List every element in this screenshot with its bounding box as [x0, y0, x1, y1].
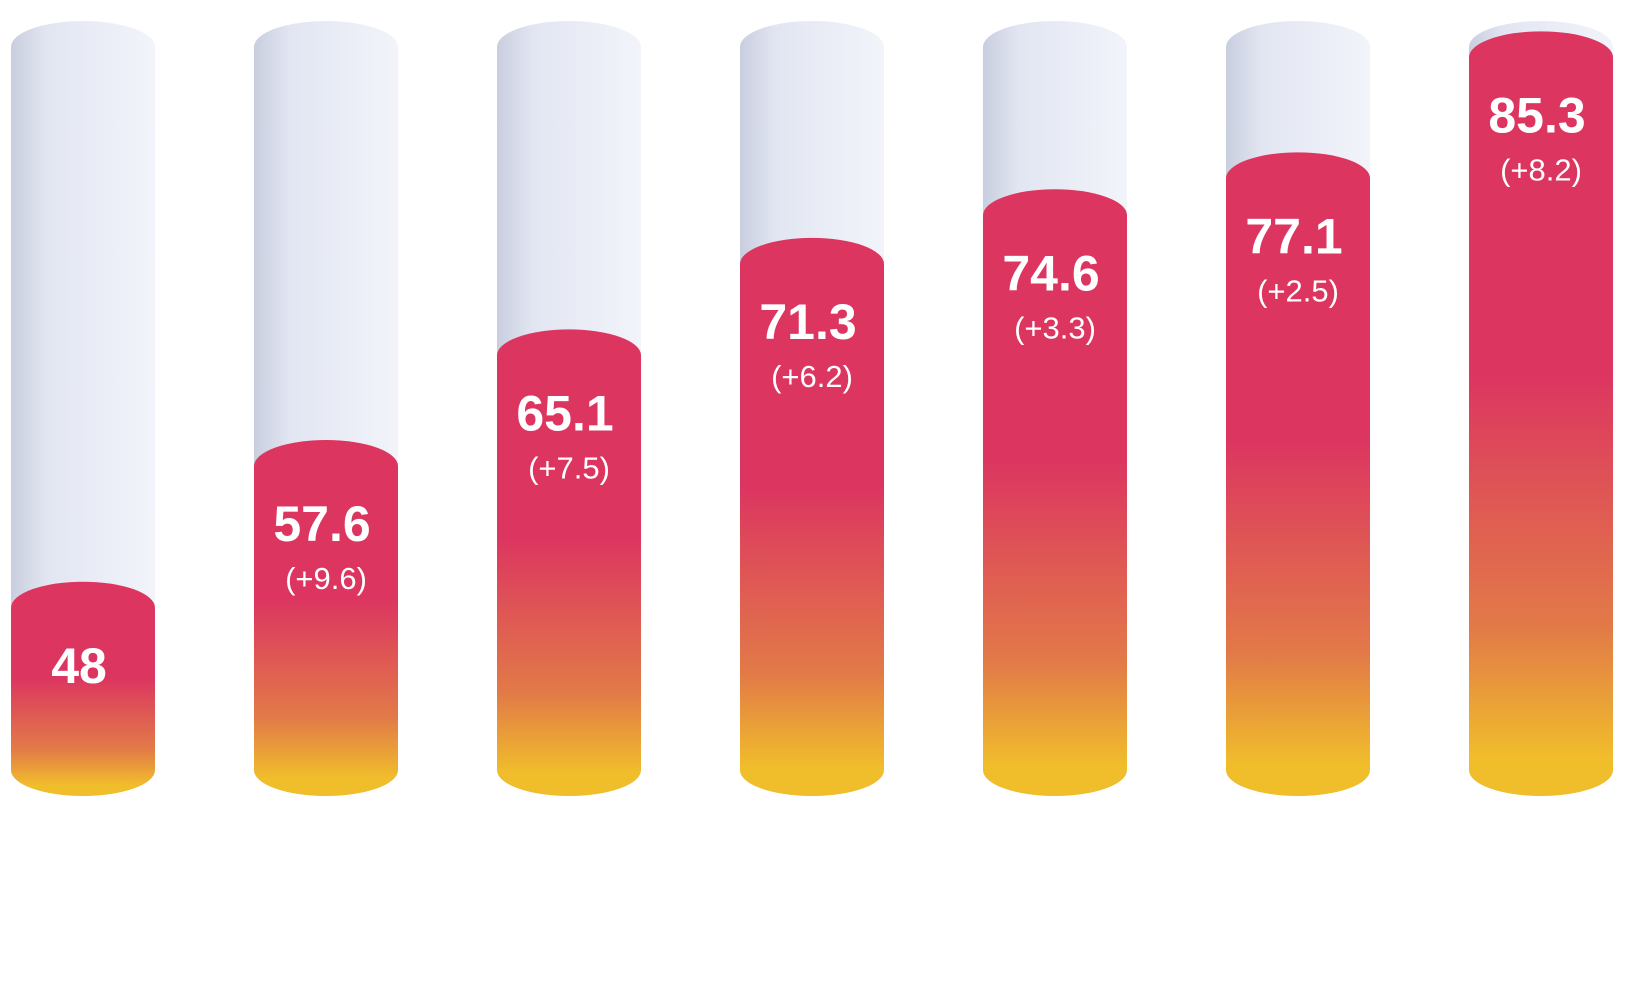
bar	[983, 189, 1127, 797]
change-label: (+3.3)	[1014, 310, 1096, 345]
value-label: 74.6	[1002, 245, 1099, 301]
value-label: 48	[51, 638, 107, 694]
value-label: 85.3	[1488, 88, 1585, 144]
bar	[1469, 31, 1613, 797]
change-label: (+7.5)	[528, 451, 610, 486]
value-label: 77.1	[1245, 209, 1342, 265]
bar	[497, 329, 641, 796]
change-label: (+6.2)	[771, 359, 853, 394]
value-label: 57.6	[273, 496, 370, 552]
value-label: 65.1	[516, 386, 613, 442]
change-label: (+2.5)	[1257, 274, 1339, 309]
change-label: (+8.2)	[1500, 153, 1582, 188]
value-label: 71.3	[759, 294, 856, 350]
bar	[11, 581, 155, 796]
bar	[1226, 152, 1370, 796]
bar	[740, 237, 884, 796]
change-label: (+9.6)	[285, 561, 367, 596]
bar	[254, 440, 398, 796]
